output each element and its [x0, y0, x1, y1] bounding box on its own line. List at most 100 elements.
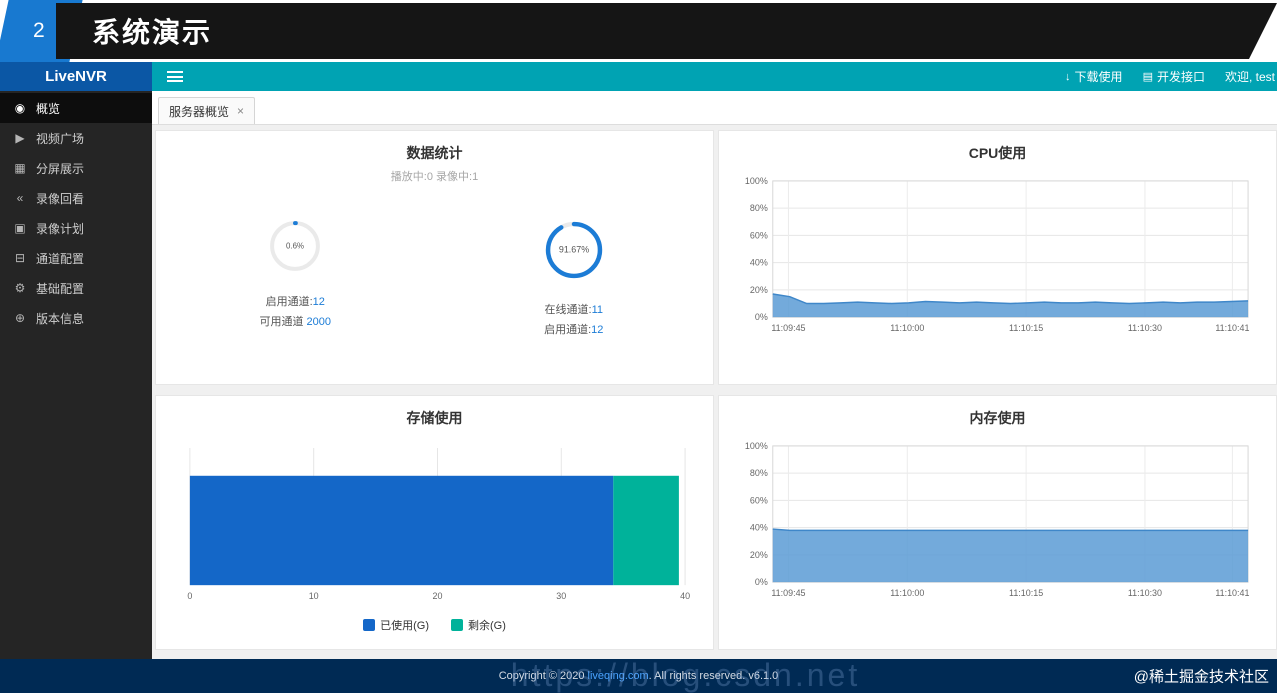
content-area: 服务器概览 × 数据统计 播放中:0 录像中:1 0.6% 启用通道:12 可用…: [152, 91, 1277, 659]
svg-text:0%: 0%: [755, 577, 768, 587]
svg-text:0%: 0%: [755, 312, 768, 322]
svg-text:11:10:41: 11:10:41: [1215, 323, 1249, 333]
sidebar-item-label: 基础配置: [36, 281, 85, 296]
sidebar-item-playback[interactable]: « 录像回看: [0, 183, 152, 213]
svg-text:100%: 100%: [745, 176, 768, 186]
dev-api-label: 开发接口: [1156, 70, 1205, 84]
brand-logo[interactable]: LiveNVR: [0, 62, 152, 91]
slide-banner: 2 系统演示: [0, 0, 1277, 62]
sidebar-item-split-screen[interactable]: ▦ 分屏展示: [0, 153, 152, 183]
cpu-usage-chart: 0% 20% 40% 60% 80% 100% 11:09:45 11:10:00 11:10:…: [745, 176, 1250, 333]
liveqing-link[interactable]: liveqing.com: [587, 670, 649, 682]
svg-text:11:10:00: 11:10:00: [890, 323, 924, 333]
svg-text:20: 20: [433, 591, 443, 601]
svg-text:80%: 80%: [750, 468, 768, 478]
svg-text:91.67%: 91.67%: [559, 245, 589, 255]
dev-api-link[interactable]: ▤ 开发接口: [1143, 68, 1205, 85]
sidebar: ◉ 概览 ▶ 视频广场 ▦ 分屏展示 « 录像回看 ▣ 录像计划 ⊟ 通道配置 …: [0, 91, 152, 659]
donut-row: 0.6% 启用通道:12 可用通道 2000 91.67% 在线通道:11 启用…: [156, 216, 713, 341]
chart-legend: 已使用(G) 剩余(G): [156, 617, 713, 633]
panel-data-stats: 数据统计 播放中:0 录像中:1 0.6% 启用通道:12 可用通道 2000 …: [155, 130, 714, 385]
svg-text:11:10:41: 11:10:41: [1215, 588, 1249, 598]
svg-text:0: 0: [187, 591, 192, 601]
legend-label: 已使用(G): [380, 620, 429, 633]
svg-text:10: 10: [309, 591, 319, 601]
footer: Copyright © 2020 liveqing.com. All right…: [0, 659, 1277, 693]
play-icon: ▶: [15, 131, 25, 145]
svg-text:60%: 60%: [750, 495, 768, 505]
copyright: Copyright © 2020 liveqing.com. All right…: [498, 670, 779, 682]
storage-usage-chart: 0 10 20 30 40: [187, 447, 690, 601]
legend-label: 剩余(G): [468, 620, 506, 633]
svg-text:20%: 20%: [750, 285, 768, 295]
donut-chart-enabled-vs-available: 0.6%: [270, 221, 321, 271]
download-icon: ↓: [1065, 70, 1071, 83]
sidebar-item-label: 录像回看: [36, 191, 85, 206]
donut-chart-online-vs-enabled: 91.67%: [545, 221, 602, 279]
sidebar-item-label: 分屏展示: [36, 161, 85, 176]
panel-title: 数据统计: [406, 145, 463, 161]
svg-text:60%: 60%: [750, 230, 768, 240]
slide-title-band: 系统演示: [56, 3, 1277, 59]
top-nav: LiveNVR ↓ 下载使用 ▤ 开发接口 欢迎, test: [0, 62, 1277, 91]
legend-swatch-used: [363, 619, 376, 632]
donut-labels: 在线通道:11 启用通道:12: [544, 304, 604, 336]
svg-text:11:10:15: 11:10:15: [1009, 588, 1043, 598]
sidebar-item-video-square[interactable]: ▶ 视频广场: [0, 123, 152, 153]
welcome-user[interactable]: 欢迎, test: [1225, 68, 1275, 85]
legend-item-used[interactable]: 已使用(G): [363, 617, 429, 633]
sidebar-item-record-plan[interactable]: ▣ 录像计划: [0, 213, 152, 243]
sitemap-icon: ⊟: [14, 251, 26, 265]
sidebar-item-overview[interactable]: ◉ 概览: [0, 93, 152, 123]
welcome-label: 欢迎, test: [1224, 70, 1275, 84]
sidebar-item-label: 通道配置: [36, 251, 85, 266]
nav-right: ↓ 下载使用 ▤ 开发接口 欢迎, test: [1065, 68, 1277, 85]
legend-swatch-free: [451, 619, 463, 632]
svg-text:40%: 40%: [750, 258, 768, 268]
slide-number: 2: [33, 19, 45, 42]
rewind-icon: «: [16, 191, 24, 205]
globe-icon: ⊕: [14, 311, 26, 325]
panel-memory-usage: 内存使用 0% 20% 40% 60% 80% 100% 11:09:45 11:10:00 1…: [718, 395, 1277, 650]
sidebar-item-version-info[interactable]: ⊕ 版本信息: [0, 303, 152, 333]
sidebar-item-label: 概览: [36, 101, 61, 116]
svg-text:11:10:15: 11:10:15: [1009, 323, 1043, 333]
sidebar-item-label: 录像计划: [36, 221, 85, 236]
panel-subtitle: 播放中:0 录像中:1: [390, 171, 479, 183]
close-icon[interactable]: ×: [237, 104, 245, 118]
sidebar-item-channel-config[interactable]: ⊟ 通道配置: [0, 243, 152, 273]
svg-text:11:09:45: 11:09:45: [771, 588, 805, 598]
donut-labels: 启用通道:12 可用通道 2000: [259, 296, 332, 328]
panel-title: 内存使用: [969, 410, 1026, 426]
menu-toggle-icon[interactable]: [167, 71, 183, 82]
svg-text:11:10:00: 11:10:00: [890, 588, 924, 598]
main-area: ◉ 概览 ▶ 视频广场 ▦ 分屏展示 « 录像回看 ▣ 录像计划 ⊟ 通道配置 …: [0, 91, 1277, 659]
dashboard-icon: ◉: [14, 101, 26, 115]
svg-text:100%: 100%: [745, 441, 768, 451]
download-link[interactable]: ↓ 下载使用: [1065, 68, 1123, 85]
svg-text:40: 40: [680, 591, 690, 601]
svg-text:80%: 80%: [750, 203, 768, 213]
svg-text:20%: 20%: [750, 550, 768, 560]
grid-icon: ▦: [14, 161, 26, 175]
sidebar-item-label: 版本信息: [36, 311, 85, 326]
corner-watermark: @稀土掘金技术社区: [1133, 668, 1269, 686]
sidebar-item-label: 视频广场: [36, 131, 85, 146]
download-label: 下载使用: [1074, 70, 1123, 84]
panel-cpu-usage: CPU使用 0% 20% 40% 60% 80% 100% 11:09:45 11:10:00…: [718, 130, 1277, 385]
svg-text:0.6%: 0.6%: [286, 241, 304, 250]
donut-block-available: 0.6% 启用通道:12 可用通道 2000: [170, 216, 421, 341]
dashboard-panels: 数据统计 播放中:0 录像中:1 0.6% 启用通道:12 可用通道 2000 …: [152, 125, 1277, 659]
legend-item-free[interactable]: 剩余(G): [451, 617, 506, 633]
svg-text:11:10:30: 11:10:30: [1128, 323, 1162, 333]
tab-server-overview[interactable]: 服务器概览 ×: [158, 97, 256, 124]
svg-text:11:09:45: 11:09:45: [771, 323, 805, 333]
panel-storage-usage: 存储使用 0 10 20 30 40 已使用(G) 剩余(G): [155, 395, 714, 650]
sidebar-item-basic-config[interactable]: ⚙ 基础配置: [0, 273, 152, 303]
slide-title: 系统演示: [92, 17, 213, 48]
tab-bar: 服务器概览 ×: [152, 91, 1277, 125]
tab-label: 服务器概览: [169, 104, 230, 119]
svg-text:40%: 40%: [750, 523, 768, 533]
calendar-icon: ▣: [14, 221, 26, 235]
panel-title: 存储使用: [406, 410, 463, 426]
